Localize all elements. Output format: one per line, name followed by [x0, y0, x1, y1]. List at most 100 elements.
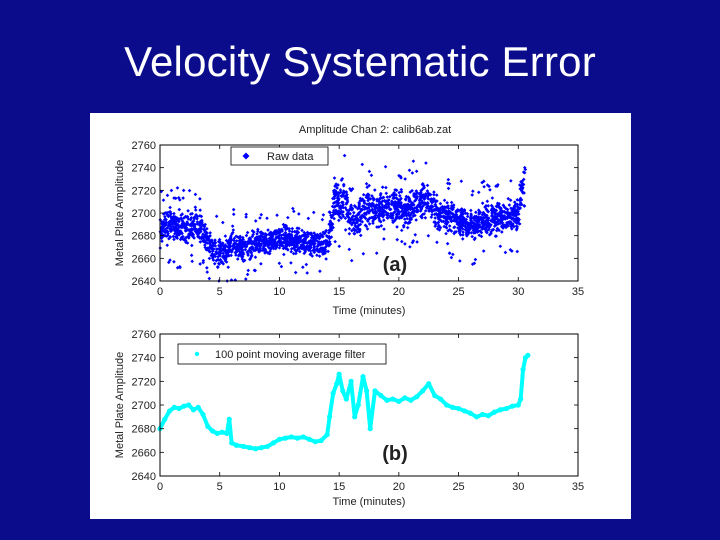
- raw-data-point: [228, 244, 233, 249]
- raw-data-point: [399, 215, 403, 220]
- raw-data-point: [199, 225, 203, 229]
- raw-data-point: [333, 200, 337, 205]
- raw-data-point: [336, 211, 341, 215]
- raw-data-point: [298, 236, 303, 241]
- raw-data-point: [263, 242, 268, 247]
- moving-average-point: [364, 388, 370, 394]
- raw-data-point: [511, 212, 515, 217]
- raw-data-point: [259, 233, 263, 238]
- moving-average-point: [171, 404, 177, 410]
- raw-data-point: [460, 237, 465, 241]
- raw-data-point: [341, 210, 345, 214]
- moving-average-point: [367, 426, 373, 432]
- raw-data-point: [161, 198, 166, 202]
- raw-data-point: [399, 187, 404, 192]
- raw-data-point: [411, 203, 416, 207]
- raw-data-point: [279, 236, 284, 240]
- raw-data-point: [407, 213, 412, 218]
- moving-average-point: [330, 390, 336, 396]
- raw-data-point: [476, 226, 480, 230]
- raw-data-point: [484, 203, 488, 208]
- raw-data-point: [484, 213, 488, 218]
- x-tick-label: 35: [572, 286, 584, 298]
- raw-data-point: [490, 196, 495, 200]
- raw-data-point: [242, 240, 247, 244]
- raw-data-point: [509, 224, 514, 229]
- y-tick-label: 2640: [132, 471, 156, 483]
- raw-data-point: [324, 228, 328, 233]
- raw-data-point: [472, 237, 477, 242]
- raw-data-point: [451, 252, 455, 257]
- raw-data-point: [460, 227, 465, 231]
- raw-data-point: [172, 211, 176, 216]
- raw-data-point: [369, 173, 374, 178]
- y-tick-label: 2740: [132, 163, 156, 175]
- raw-data-point: [325, 240, 329, 244]
- raw-data-point: [447, 251, 452, 255]
- raw-data-point: [186, 209, 190, 213]
- raw-data-point: [165, 193, 170, 198]
- raw-data-point: [287, 235, 292, 239]
- panel-a-legend: Raw data: [230, 146, 329, 166]
- raw-data-point: [333, 239, 337, 244]
- raw-data-point: [174, 228, 179, 233]
- raw-data-point: [175, 186, 180, 190]
- raw-data-point: [214, 251, 219, 256]
- x-tick-label: 0: [157, 481, 163, 493]
- raw-data-point: [314, 233, 318, 237]
- raw-data-point: [226, 250, 231, 254]
- raw-data-point: [241, 237, 246, 242]
- moving-average-point: [348, 378, 354, 384]
- raw-data-point: [294, 243, 298, 248]
- moving-average-point: [214, 430, 220, 436]
- moving-average-point: [518, 396, 524, 402]
- raw-data-point: [165, 225, 170, 230]
- moving-average-point: [520, 366, 526, 373]
- raw-data-point: [364, 224, 369, 229]
- raw-data-point: [500, 223, 505, 228]
- raw-data-point: [398, 194, 402, 198]
- raw-data-point: [392, 210, 397, 214]
- raw-data-point: [343, 228, 348, 232]
- moving-average-point: [195, 404, 201, 410]
- moving-average-point: [343, 396, 349, 402]
- raw-data-point: [260, 238, 265, 242]
- x-tick-label: 0: [157, 286, 163, 298]
- raw-data-point: [311, 248, 315, 253]
- raw-data-point: [308, 249, 313, 253]
- raw-data-point: [407, 168, 412, 173]
- panel-a-label: (a): [383, 254, 407, 276]
- raw-data-point: [458, 219, 462, 223]
- raw-data-point: [383, 164, 388, 169]
- raw-data-point: [305, 230, 310, 235]
- raw-data-point: [198, 208, 202, 212]
- raw-data-point: [277, 246, 282, 250]
- raw-data-point: [446, 220, 450, 225]
- panel-b-plot-area: [157, 352, 531, 452]
- moving-average-point: [181, 403, 187, 409]
- raw-data-point: [308, 245, 312, 250]
- raw-data-point: [205, 241, 209, 245]
- raw-data-point: [254, 241, 258, 245]
- raw-data-point: [223, 259, 228, 263]
- raw-data-point: [190, 259, 194, 264]
- raw-data-point: [444, 222, 449, 227]
- panel-b-x-label: Time (minutes): [333, 496, 406, 508]
- raw-data-point: [257, 248, 262, 252]
- raw-data-point: [221, 262, 226, 266]
- figure-svg: Amplitude Chan 2: calib6ab.zat 0 5 10 15 20 2…: [114, 124, 584, 508]
- raw-data-point: [310, 254, 315, 258]
- raw-data-point: [198, 197, 202, 201]
- raw-data-point: [379, 223, 384, 228]
- raw-data-point: [449, 206, 453, 211]
- raw-data-point: [350, 221, 355, 225]
- raw-data-point: [402, 217, 407, 221]
- raw-data-point: [351, 214, 356, 218]
- raw-data-point: [215, 251, 220, 255]
- raw-data-point: [324, 234, 329, 238]
- raw-data-point: [482, 184, 486, 189]
- raw-data-point: [343, 216, 348, 221]
- raw-data-point: [284, 233, 289, 237]
- raw-data-point: [517, 222, 522, 226]
- raw-data-point: [372, 204, 377, 208]
